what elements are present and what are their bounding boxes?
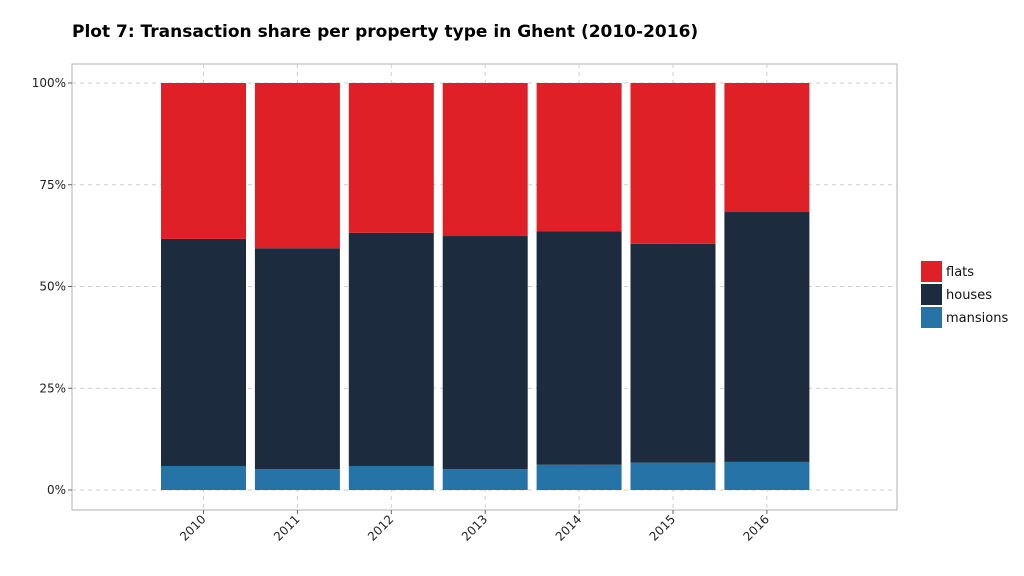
- x-tick-label: 2016: [741, 512, 772, 543]
- legend-swatch-flats: [921, 261, 942, 282]
- y-tick-label: 75%: [39, 178, 66, 192]
- bar-mansions-2011: [254, 469, 340, 490]
- bar-houses-2015: [630, 243, 716, 463]
- x-tick-label: 2012: [365, 512, 396, 543]
- bar-flats-2015: [630, 83, 716, 244]
- y-tick-label: 0%: [47, 483, 66, 497]
- bar-houses-2014: [536, 231, 622, 465]
- bar-houses-2013: [442, 236, 528, 470]
- legend-label-mansions: mansions: [946, 311, 1008, 326]
- x-tick-label: 2011: [271, 512, 302, 543]
- bar-mansions-2013: [442, 469, 528, 490]
- legend: flats houses mansions: [921, 261, 1008, 328]
- bar-mansions-2012: [348, 465, 434, 490]
- bar-mansions-2016: [724, 461, 810, 490]
- x-axis: 2010 2011 2012 2013 2014 2015 2016: [177, 510, 772, 544]
- bar-flats-2011: [254, 83, 340, 249]
- x-tick-label: 2014: [553, 512, 584, 543]
- bar-houses-2011: [254, 248, 340, 470]
- x-tick-label: 2015: [647, 512, 678, 543]
- x-tick-label: 2010: [177, 512, 208, 543]
- chart-title: Plot 7: Transaction share per property t…: [72, 22, 699, 42]
- legend-swatch-mansions: [921, 307, 942, 328]
- y-axis: 0% 25% 50% 75% 100%: [32, 76, 72, 497]
- y-tick-label: 50%: [39, 280, 66, 294]
- bar-flats-2012: [348, 83, 434, 233]
- legend-label-flats: flats: [946, 265, 974, 280]
- bar-flats-2014: [536, 83, 622, 232]
- bar-houses-2012: [348, 232, 434, 466]
- y-tick-label: 25%: [39, 381, 66, 395]
- bar-flats-2016: [724, 83, 810, 213]
- bar-flats-2013: [442, 83, 528, 237]
- bar-houses-2016: [724, 212, 810, 462]
- bars-layer: [161, 83, 810, 490]
- bar-mansions-2014: [536, 464, 622, 490]
- bar-mansions-2015: [630, 462, 716, 490]
- y-tick-label: 100%: [32, 76, 66, 90]
- bar-houses-2010: [161, 238, 246, 466]
- x-tick-label: 2013: [459, 512, 490, 543]
- legend-swatch-houses: [921, 284, 942, 305]
- bar-mansions-2010: [161, 465, 246, 490]
- bar-flats-2010: [161, 83, 246, 239]
- legend-label-houses: houses: [946, 288, 992, 303]
